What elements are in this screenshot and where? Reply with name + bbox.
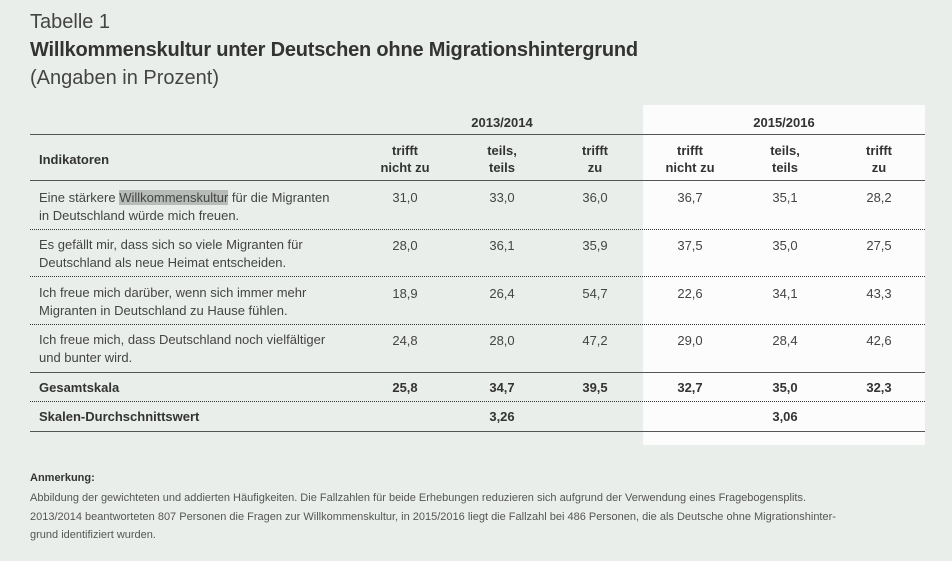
column-header-trifft-zu-2013: trifft zu	[582, 143, 608, 175]
table-header-rule	[30, 180, 925, 181]
table-cell: 42,6	[866, 333, 892, 348]
table-cell: 18,9	[392, 286, 418, 301]
row-divider	[30, 324, 925, 325]
table-cell: 28,2	[866, 190, 892, 205]
table-subtitle: (Angaben in Prozent)	[30, 67, 220, 89]
table-label: Tabelle 1	[30, 11, 111, 33]
table-cell: 34,7	[489, 380, 515, 395]
table-cell: 22,6	[677, 286, 703, 301]
period-2015-panel	[643, 105, 925, 445]
table-cell: 3,06	[772, 409, 798, 424]
gesamtskala-label: Gesamtskala	[39, 380, 120, 395]
table-cell: 35,0	[772, 380, 798, 395]
table-cell: 31,0	[392, 190, 418, 205]
table-bottom-rule	[30, 431, 925, 432]
table-cell: 32,3	[866, 380, 892, 395]
table-cell: 35,9	[582, 238, 608, 253]
table-cell: 28,0	[489, 333, 515, 348]
table-cell: 37,5	[677, 238, 703, 253]
indicator-row-1: Eine stärkere Willkommenskultur für die …	[39, 190, 330, 223]
table-cell: 54,7	[582, 286, 608, 301]
table-cell: 35,0	[772, 238, 798, 253]
skalen-durchschnittswert-label: Skalen-Durchschnittswert	[39, 409, 200, 424]
table-cell: 32,7	[677, 380, 703, 395]
table-cell: 26,4	[489, 286, 515, 301]
indicator-row-3: Ich freue mich darüber, wenn sich immer …	[39, 285, 307, 318]
table-title: Willkommenskultur unter Deutschen ohne M…	[30, 39, 638, 61]
table-cell: 36,1	[489, 238, 515, 253]
table-cell: 29,0	[677, 333, 703, 348]
column-header-trifft-nicht-zu-2015: trifft nicht zu	[665, 143, 715, 175]
table-cell: 33,0	[489, 190, 515, 205]
note-heading: Anmerkung:	[30, 472, 95, 484]
column-header-trifft-zu-2015: trifft zu	[866, 143, 892, 175]
indicator-row-2: Es gefällt mir, dass sich so viele Migra…	[39, 237, 303, 270]
table-cell: 24,8	[392, 333, 418, 348]
highlighted-term: Willkommenskultur	[119, 190, 229, 205]
table-cell: 3,26	[489, 409, 515, 424]
period-header-2013: 2013/2014	[471, 115, 533, 130]
table-cell: 25,8	[392, 380, 418, 395]
table-cell: 28,0	[392, 238, 418, 253]
table-cell: 36,0	[582, 190, 608, 205]
table-cell: 47,2	[582, 333, 608, 348]
header-rule	[30, 134, 925, 135]
table-cell: 35,1	[772, 190, 798, 205]
gesamt-rule	[30, 372, 925, 373]
row-divider	[30, 276, 925, 277]
row-divider	[30, 229, 925, 230]
period-header-2015: 2015/2016	[753, 115, 815, 130]
table-cell: 27,5	[866, 238, 892, 253]
table-cell: 28,4	[772, 333, 798, 348]
indicator-row-4: Ich freue mich, dass Deutschland noch vi…	[39, 332, 326, 365]
row-divider	[30, 401, 925, 402]
column-header-indikatoren: Indikatoren	[39, 152, 110, 167]
column-header-teils-teils-2013: teils, teils	[487, 143, 517, 175]
table-cell: 39,5	[582, 380, 608, 395]
column-header-trifft-nicht-zu-2013: trifft nicht zu	[380, 143, 430, 175]
table-cell: 36,7	[677, 190, 703, 205]
table-cell: 43,3	[866, 286, 892, 301]
note-text: Abbildung der gewichteten und addierten …	[30, 492, 836, 541]
column-header-teils-teils-2015: teils, teils	[770, 143, 800, 175]
table-cell: 34,1	[772, 286, 798, 301]
